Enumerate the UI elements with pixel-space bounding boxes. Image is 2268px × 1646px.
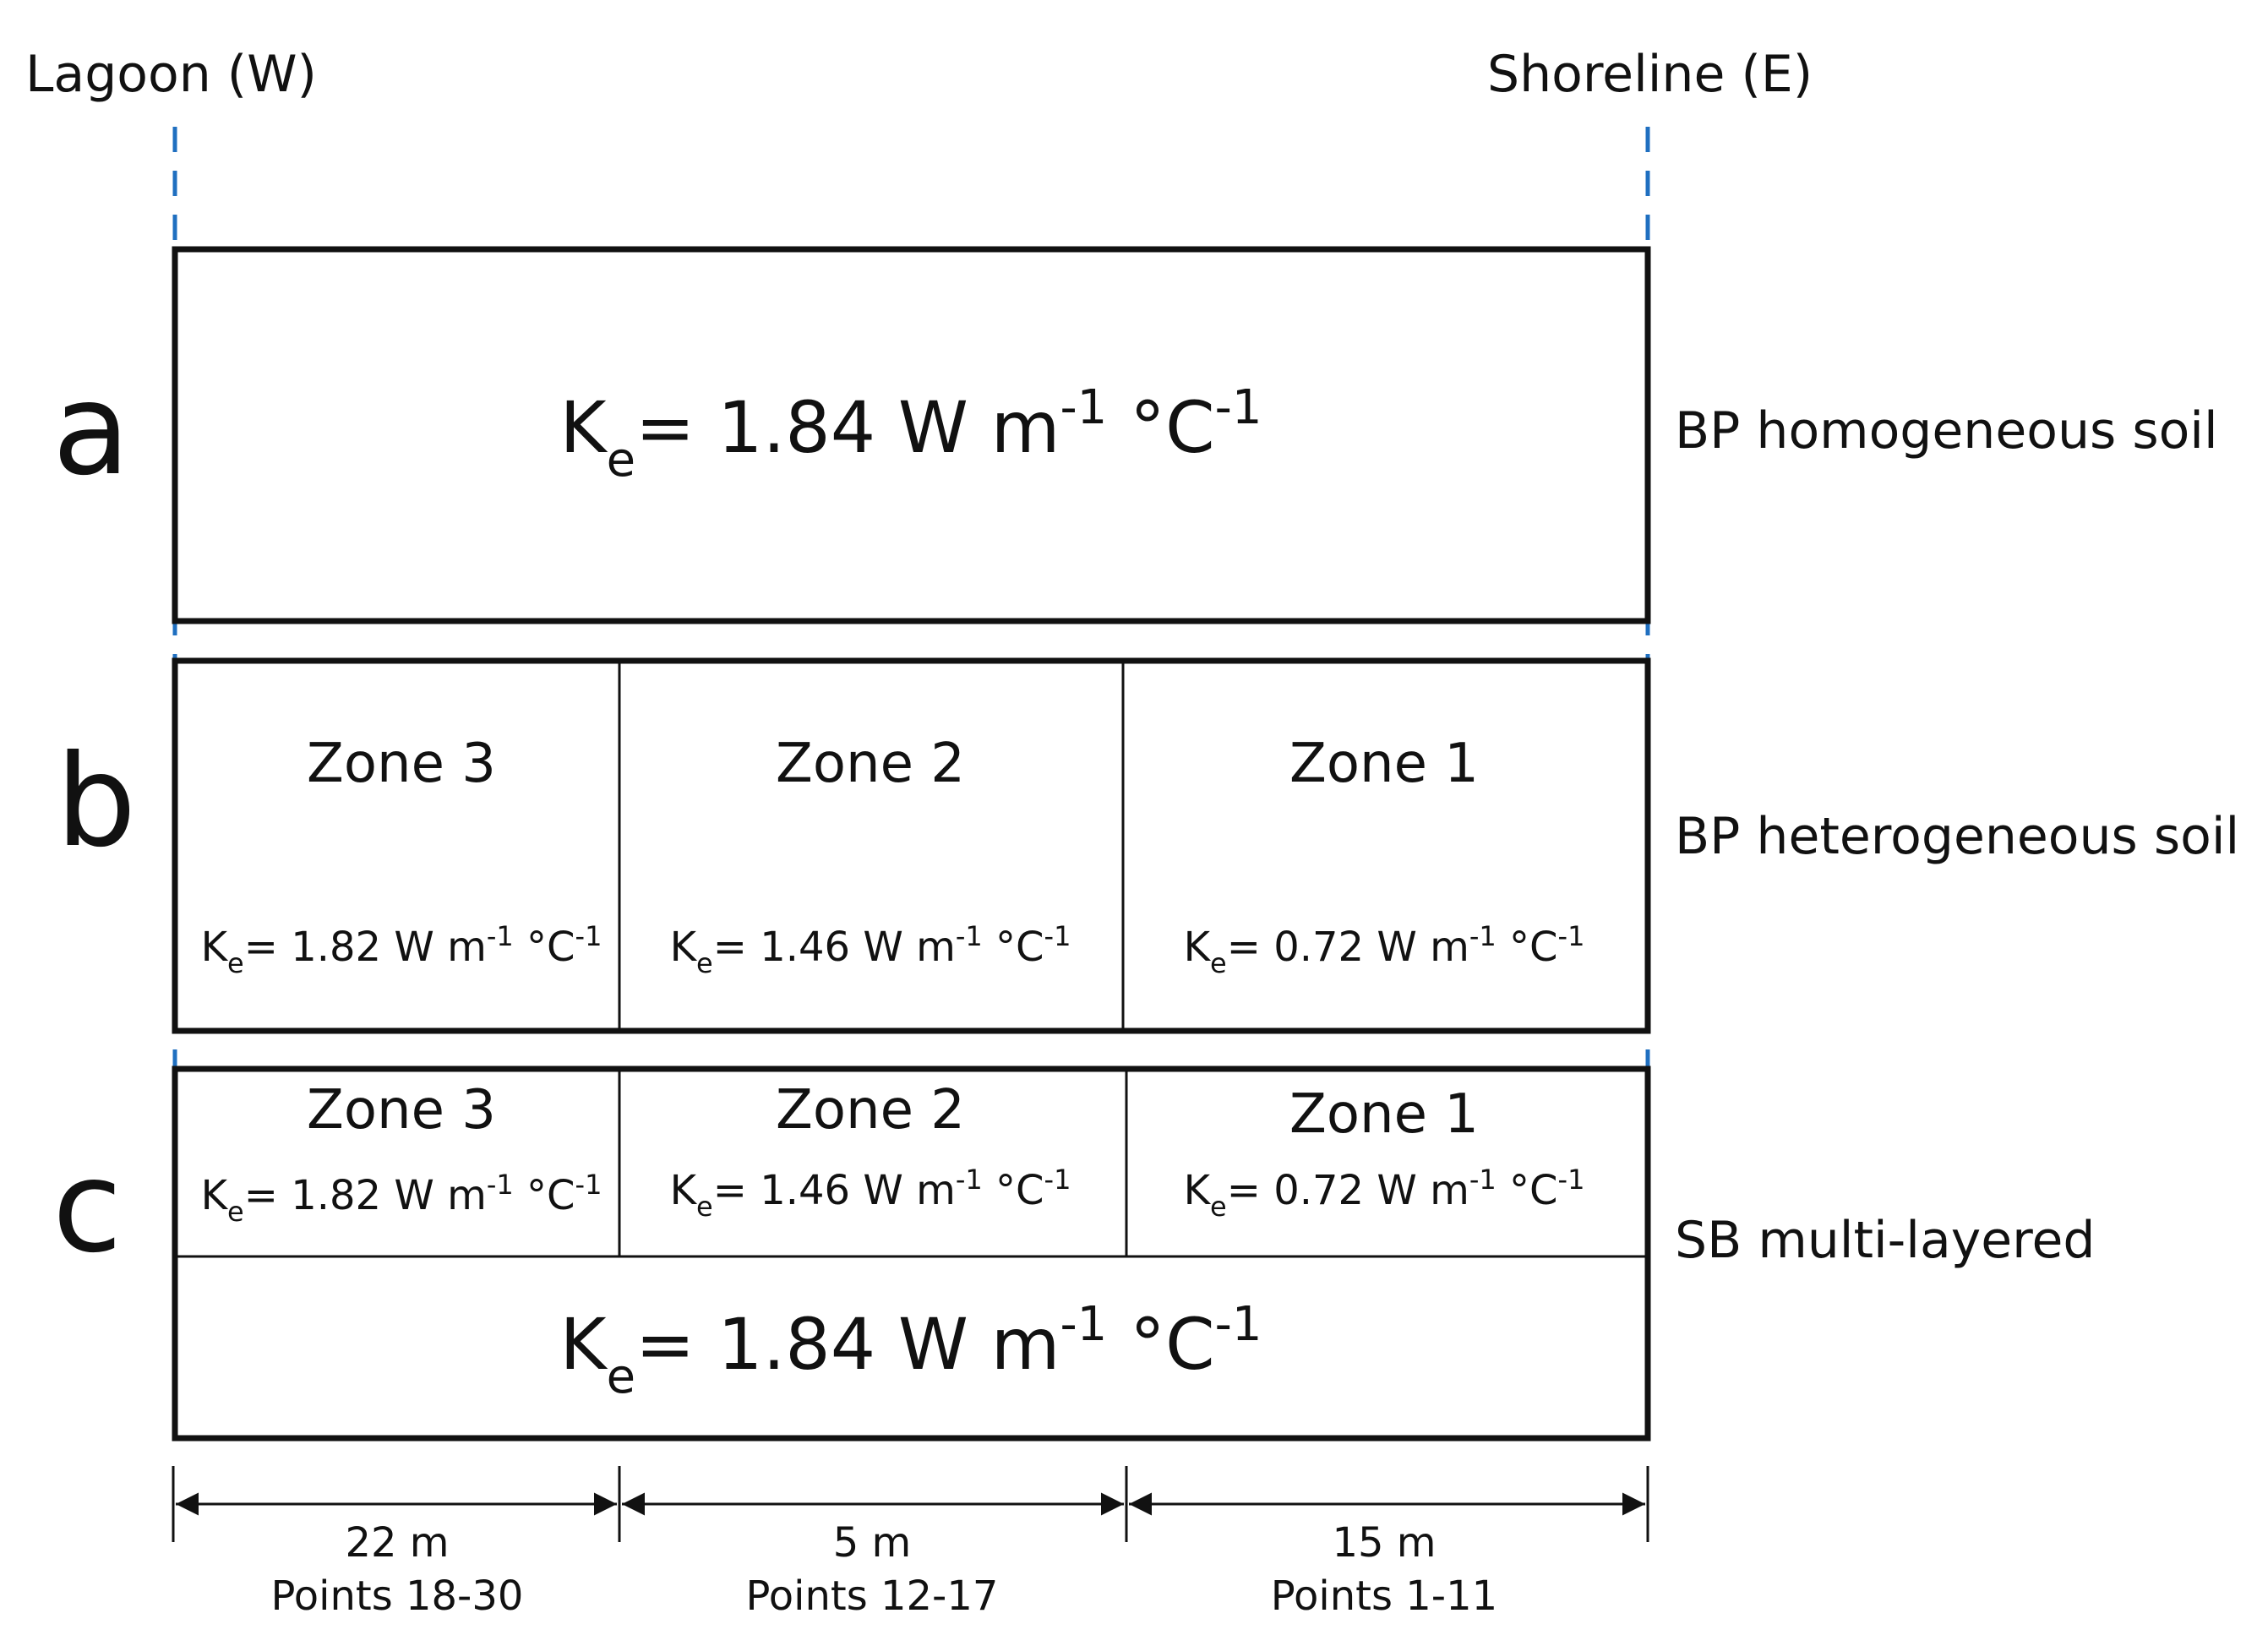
panel-b-zone2-name: Zone 2	[776, 733, 965, 795]
panel-c-zone3-name: Zone 3	[307, 1079, 496, 1142]
dim-length-22m: 22 m	[345, 1519, 449, 1567]
dim-length-15m: 15 m	[1332, 1519, 1436, 1567]
panel-b-letter: b	[56, 728, 136, 875]
panel-c-zone3-conductivity: Ke= 1.82 W m-1 °C-1	[201, 1169, 602, 1228]
dim-points-18-30: Points 18-30	[271, 1572, 524, 1620]
panel-b-zone1-conductivity: Ke= 0.72 W m-1 °C-1	[1184, 920, 1585, 979]
panel-b-box	[172, 657, 1651, 1034]
panel-a-letter: a	[52, 357, 130, 504]
dim-points-12-17: Points 12-17	[746, 1572, 999, 1620]
shoreline-east-label: Shoreline (E)	[1487, 45, 1813, 104]
dim-length-5m: 5 m	[833, 1519, 912, 1567]
panel-c-bottom-conductivity: Ke= 1.84 W m-1 °C-1	[560, 1297, 1262, 1404]
panel-a-box	[172, 246, 1651, 624]
panel-b-zone1-name: Zone 1	[1289, 733, 1479, 795]
panel-c-side-label: SB multi-layered	[1675, 1211, 2096, 1270]
panel-c-zone1-name: Zone 1	[1289, 1083, 1479, 1146]
panel-c-letter: c	[52, 1134, 122, 1281]
lagoon-west-label: Lagoon (W)	[25, 45, 317, 104]
dim-points-1-11: Points 1-11	[1271, 1572, 1497, 1620]
panel-b-zone3-name: Zone 3	[307, 733, 496, 795]
panel-c-zone2-name: Zone 2	[776, 1079, 965, 1142]
panel-c-zone2-conductivity: Ke= 1.46 W m-1 °C-1	[670, 1164, 1071, 1223]
panel-c-zone1-conductivity: Ke= 0.72 W m-1 °C-1	[1184, 1164, 1585, 1223]
panel-b-zone3-conductivity: Ke= 1.82 W m-1 °C-1	[201, 920, 602, 979]
panel-a-conductivity: Ke= 1.84 W m-1 °C-1	[560, 380, 1262, 488]
panel-a-side-label: BP homogeneous soil	[1675, 401, 2218, 461]
panel-c-box	[172, 1066, 1651, 1442]
panel-b-side-label: BP heterogeneous soil	[1675, 807, 2239, 866]
panel-b-zone2-conductivity: Ke= 1.46 W m-1 °C-1	[670, 920, 1071, 979]
